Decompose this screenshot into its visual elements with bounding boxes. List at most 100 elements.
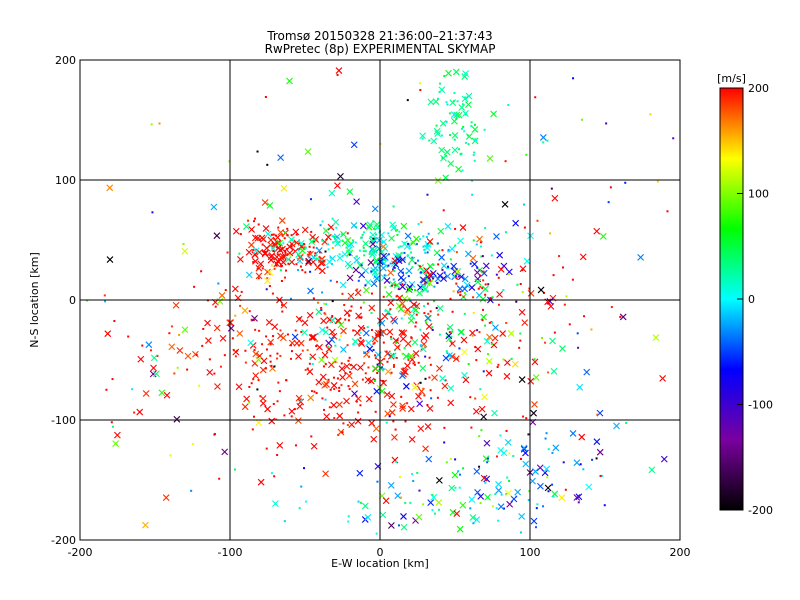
data-point-x: [315, 247, 323, 254]
data-point-x: [318, 326, 326, 334]
data-point-dot: [273, 237, 276, 240]
data-point-dot: [182, 242, 185, 245]
data-point-x: [453, 510, 461, 518]
data-point-x: [335, 67, 343, 74]
data-point-dot: [407, 358, 410, 361]
data-point-dot: [607, 201, 610, 204]
data-point-dot: [407, 242, 410, 245]
data-point-dot: [603, 504, 606, 507]
data-point-dot: [521, 269, 524, 272]
data-point-x: [408, 256, 416, 264]
data-point-x: [399, 372, 406, 380]
data-point-x: [243, 395, 251, 403]
data-point-x: [465, 101, 472, 109]
data-point-x: [462, 110, 469, 117]
data-point-x: [514, 488, 522, 496]
data-point-dot: [400, 395, 403, 398]
data-point-x: [219, 334, 227, 342]
data-point-x: [532, 374, 540, 381]
data-point-dot: [282, 242, 285, 245]
data-point-dot: [488, 321, 491, 324]
data-point-dot: [356, 288, 359, 291]
data-point-dot: [214, 305, 217, 308]
data-point-dot: [324, 229, 327, 232]
data-point-dot: [352, 329, 355, 332]
data-point-x: [271, 323, 279, 331]
data-point-x: [347, 240, 355, 248]
data-point-dot: [265, 288, 268, 291]
data-point-dot: [363, 362, 366, 365]
data-point-dot: [497, 276, 500, 279]
data-point-dot: [250, 382, 253, 385]
data-point-dot: [565, 295, 568, 298]
data-point-x: [168, 343, 176, 351]
data-point-dot: [331, 246, 334, 249]
data-point-dot: [610, 306, 613, 309]
data-point-dot: [316, 332, 319, 335]
data-point-x: [424, 314, 432, 322]
data-point-dot: [496, 366, 499, 369]
data-point-dot: [438, 508, 441, 511]
data-point-dot: [451, 310, 454, 313]
data-point-dot: [190, 489, 193, 492]
data-point-dot: [283, 237, 286, 240]
data-point-dot: [519, 339, 522, 342]
data-point-dot: [372, 348, 375, 351]
data-point-dot: [431, 326, 434, 329]
data-point-dot: [425, 278, 428, 281]
data-point-x: [336, 401, 343, 408]
data-point-x: [484, 493, 491, 501]
data-point-x: [368, 304, 376, 312]
data-point-dot: [449, 258, 452, 261]
data-point-dot: [272, 246, 275, 249]
data-point-dot: [448, 112, 451, 115]
data-point-x: [357, 338, 365, 346]
data-point-dot: [320, 258, 323, 261]
data-point-x: [411, 338, 419, 346]
data-point-x: [504, 438, 512, 446]
data-point-dot: [486, 461, 489, 464]
data-point-dot: [265, 335, 268, 338]
data-point-dot: [233, 468, 236, 471]
data-point-x: [407, 405, 415, 413]
data-point-dot: [290, 415, 293, 418]
data-point-x: [334, 182, 341, 190]
data-point-dot: [270, 258, 273, 261]
data-point-dot: [285, 269, 288, 272]
data-point-dot: [389, 308, 392, 311]
data-point-dot: [275, 241, 278, 244]
data-point-x: [271, 500, 279, 508]
chart-title-line-2: RwPretec (8p) EXPERIMENTAL SKYMAP: [265, 42, 496, 56]
data-point-x: [106, 256, 114, 263]
data-point-dot: [286, 227, 289, 230]
data-point-x: [153, 370, 160, 378]
data-point-dot: [408, 247, 411, 250]
data-point-x: [301, 329, 308, 336]
data-point-x: [427, 98, 435, 106]
data-point-dot: [349, 371, 352, 374]
data-point-x: [350, 141, 358, 149]
data-point-dot: [418, 489, 421, 492]
data-point-dot: [386, 352, 389, 355]
data-point-x: [338, 365, 346, 373]
data-point-dot: [387, 264, 390, 267]
data-point-x: [531, 358, 539, 366]
data-point-dot: [475, 243, 478, 246]
data-point-x: [371, 335, 379, 343]
data-point-x: [450, 262, 458, 270]
data-point-x: [440, 262, 448, 270]
data-point-dot: [426, 302, 429, 305]
data-point-dot: [387, 253, 390, 256]
data-point-dot: [343, 303, 346, 306]
data-point-dot: [331, 315, 334, 318]
data-point-x: [388, 409, 396, 416]
data-point-x: [439, 120, 447, 127]
data-point-dot: [244, 361, 247, 364]
data-point-dot: [412, 362, 415, 365]
data-point-dot: [601, 474, 604, 477]
data-point-dot: [364, 372, 367, 375]
data-point-dot: [485, 477, 488, 480]
data-point-dot: [462, 125, 465, 128]
data-point-dot: [317, 301, 320, 304]
data-point-dot: [528, 287, 531, 290]
